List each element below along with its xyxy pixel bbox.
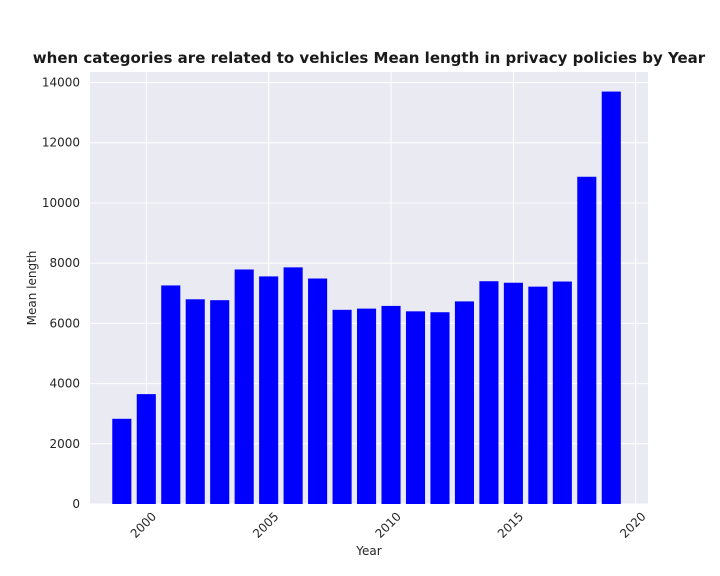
bar-2015: [503, 282, 523, 504]
y-tick-label: 4000: [49, 377, 80, 391]
x-tick-label: 2010: [372, 509, 403, 540]
bar-2003: [210, 300, 230, 504]
bar-2007: [308, 278, 328, 504]
chart-title: when categories are related to vehicles …: [33, 49, 706, 67]
bar-2019: [601, 91, 621, 505]
y-tick-label: 0: [72, 497, 80, 511]
y-tick-label: 6000: [49, 316, 80, 330]
bar-2018: [577, 176, 597, 504]
y-tick-label: 2000: [49, 437, 80, 451]
bar-2011: [405, 311, 426, 504]
bar-2016: [528, 286, 548, 504]
bar-2004: [234, 269, 254, 504]
bar-2010: [381, 305, 401, 504]
bar-2009: [357, 308, 377, 504]
bar-2012: [430, 312, 450, 504]
bar-2005: [259, 276, 279, 504]
y-tick-label: 12000: [42, 136, 80, 150]
bar-2001: [161, 285, 181, 504]
y-tick-label: 8000: [49, 256, 80, 270]
bar-2008: [332, 309, 352, 504]
bars: [112, 91, 621, 505]
bar-2017: [552, 281, 572, 504]
x-axis-label: Year: [355, 544, 381, 558]
bar-2013: [454, 301, 474, 504]
y-axis-ticks: 0 2000 4000 6000 8000 10000 12000 14000: [42, 76, 80, 511]
x-tick-label: 2015: [495, 509, 526, 540]
x-tick-label: 2000: [128, 509, 159, 540]
bar-2002: [185, 299, 205, 504]
bar-2006: [283, 267, 303, 504]
y-axis-label: Mean length: [25, 251, 39, 326]
bar-2000: [136, 394, 156, 504]
x-tick-label: 2020: [617, 509, 648, 540]
bar-1999: [112, 418, 132, 504]
x-tick-label: 2005: [250, 509, 281, 540]
y-tick-label: 14000: [42, 76, 80, 90]
bar-2014: [479, 281, 499, 504]
y-tick-label: 10000: [42, 196, 80, 210]
x-axis-ticks: 2000 2005 2010 2015 2020: [128, 509, 649, 540]
